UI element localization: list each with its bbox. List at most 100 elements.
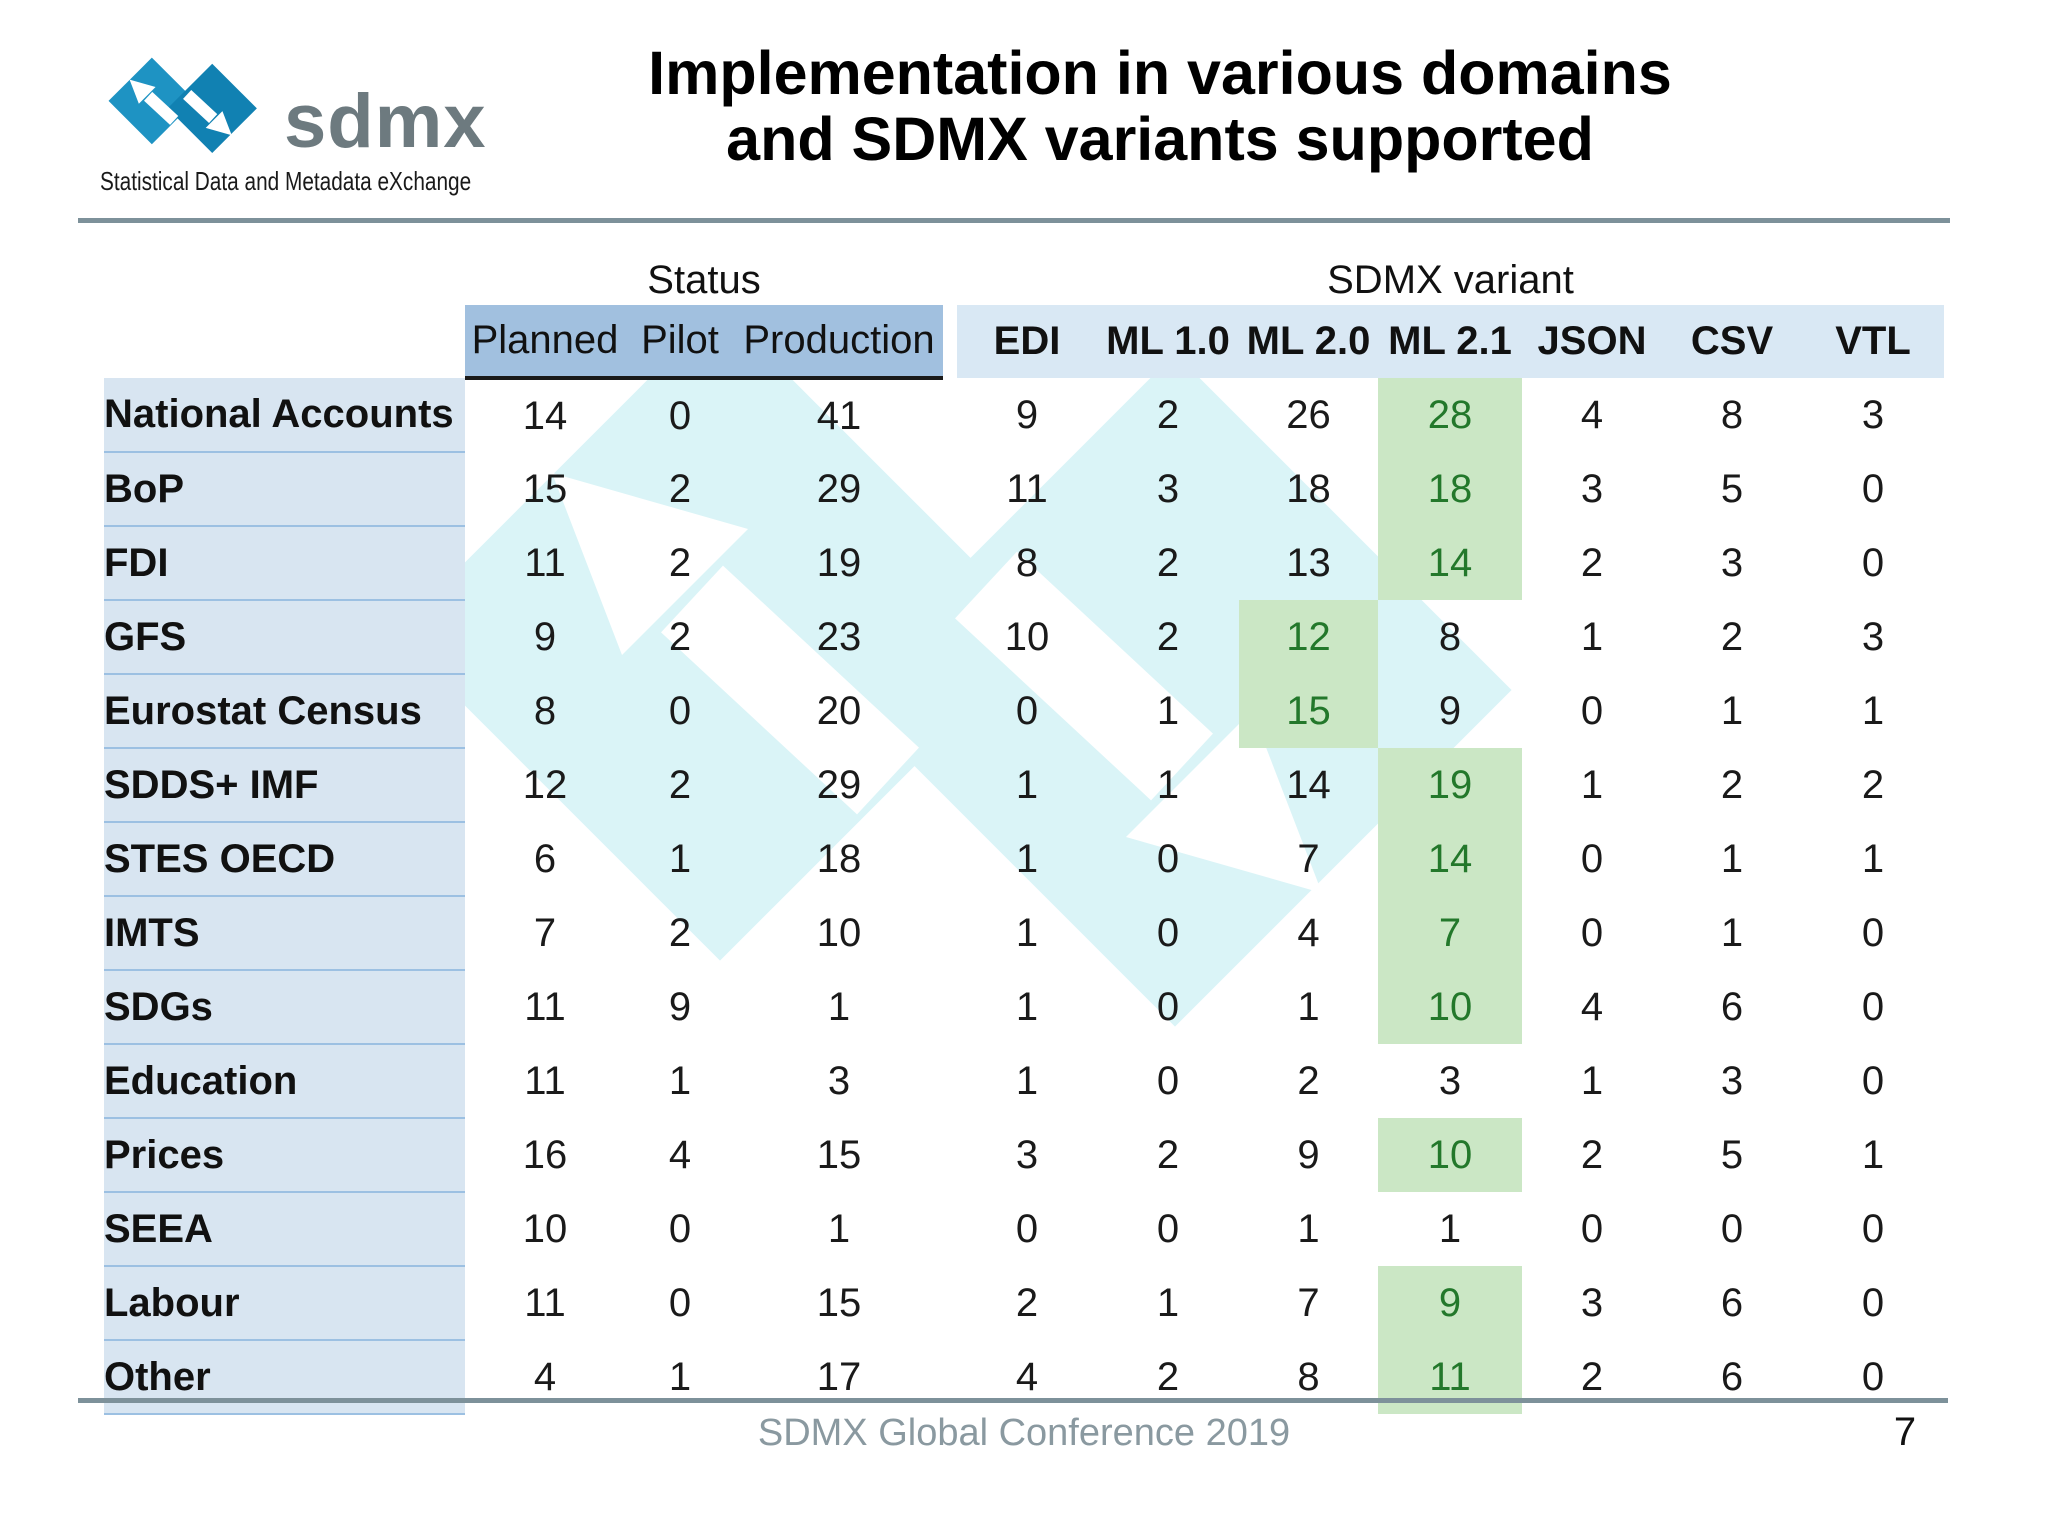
cell-pilot: 2: [668, 614, 692, 659]
cell-ml20: 8: [1297, 1354, 1320, 1399]
cell-ml10: 0: [1156, 1058, 1180, 1103]
cell-pilot: 9: [668, 984, 692, 1029]
cell-vtl: 0: [1861, 1354, 1885, 1399]
cell-pilot: 1: [668, 1354, 692, 1399]
cell-csv: 1: [1720, 688, 1744, 733]
cell-json: 0: [1580, 1206, 1604, 1251]
cell-ml10: 0: [1156, 984, 1180, 1029]
gap-cell: [943, 674, 957, 748]
cell-vtl: 1: [1861, 1132, 1885, 1177]
table-row: STES OECD 6 1 18 1 0 7 14 0 1 1: [104, 822, 1944, 897]
cell-ml20: 15: [1239, 674, 1378, 748]
cell-csv: 6: [1720, 1354, 1744, 1399]
table-row: SDDS+ IMF 12 2 29 1 1 14 19 1 2 2: [104, 748, 1944, 823]
row-label: BoP: [104, 452, 465, 527]
sdmx-logo: sdmx Statistical Data and Metadata eXcha…: [96, 40, 496, 210]
table-header-row: Planned Pilot Production EDI ML 1.0 ML 2…: [104, 305, 1944, 380]
cell-edi: 1: [1015, 910, 1039, 955]
cell-ml20: 2: [1297, 1058, 1320, 1103]
cell-csv: 6: [1720, 984, 1744, 1029]
row-label: GFS: [104, 600, 465, 675]
cell-json: 0: [1580, 688, 1604, 733]
cell-ml20: 12: [1239, 600, 1378, 674]
row-label: SDDS+ IMF: [104, 748, 465, 823]
cell-production: 23: [816, 614, 862, 659]
cell-ml10: 1: [1156, 1280, 1180, 1325]
table-row: SEEA 10 0 1 0 0 1 1 0 0 0: [104, 1192, 1944, 1267]
cell-ml10: 2: [1156, 540, 1180, 585]
cell-pilot: 1: [668, 1058, 692, 1103]
cell-pilot: 2: [668, 762, 692, 807]
cell-ml21: 18: [1378, 452, 1522, 526]
cell-ml10: 3: [1156, 466, 1180, 511]
gap-cell: [943, 970, 957, 1044]
cell-json: 2: [1580, 540, 1604, 585]
header-ml20: ML 2.0: [1239, 305, 1378, 378]
cell-vtl: 3: [1861, 614, 1885, 659]
cell-planned: 10: [522, 1206, 568, 1251]
cell-planned: 4: [533, 1354, 557, 1399]
cell-json: 2: [1580, 1132, 1604, 1177]
cell-production: 29: [816, 762, 862, 807]
cell-vtl: 3: [1861, 392, 1885, 437]
header-planned: Planned: [465, 305, 625, 380]
cell-pilot: 0: [668, 1206, 692, 1251]
cell-csv: 5: [1720, 1132, 1744, 1177]
cell-production: 3: [827, 1058, 851, 1103]
header-edi: EDI: [957, 305, 1097, 378]
cell-edi: 8: [1015, 540, 1039, 585]
cell-planned: 11: [524, 1280, 566, 1325]
cell-ml20: 14: [1286, 762, 1331, 807]
cell-production: 15: [816, 1132, 862, 1177]
cell-vtl: 0: [1861, 984, 1885, 1029]
cell-pilot: 2: [668, 466, 692, 511]
slide-title-line1: Implementation in various domains: [648, 39, 1672, 107]
cell-ml10: 2: [1156, 1354, 1180, 1399]
cell-vtl: 0: [1861, 540, 1885, 585]
cell-planned: 11: [524, 984, 566, 1029]
cell-csv: 2: [1720, 614, 1744, 659]
implementation-table: Planned Pilot Production EDI ML 1.0 ML 2…: [104, 305, 1944, 1415]
cell-planned: 15: [522, 466, 568, 511]
header-json: JSON: [1522, 305, 1662, 378]
gap-cell: [943, 452, 957, 526]
gap-cell: [943, 526, 957, 600]
cell-edi: 4: [1015, 1354, 1039, 1399]
cell-planned: 16: [522, 1132, 568, 1177]
cell-production: 1: [827, 984, 851, 1029]
cell-ml10: 0: [1156, 1206, 1180, 1251]
sdmx-logo-icon: [108, 57, 257, 154]
cell-ml20: 1: [1297, 984, 1320, 1029]
cell-planned: 8: [533, 688, 557, 733]
cell-json: 3: [1580, 1280, 1604, 1325]
row-label: Education: [104, 1044, 465, 1119]
gap-cell: [943, 822, 957, 896]
cell-ml10: 2: [1156, 392, 1180, 437]
cell-ml10: 0: [1156, 910, 1180, 955]
header-csv: CSV: [1662, 305, 1802, 378]
cell-production: 17: [816, 1354, 862, 1399]
table-row: IMTS 7 2 10 1 0 4 7 0 1 0: [104, 896, 1944, 971]
cell-edi: 1: [1015, 762, 1039, 807]
cell-planned: 11: [524, 540, 566, 585]
cell-ml20: 4: [1297, 910, 1320, 955]
status-group-label: Status: [647, 258, 761, 302]
logo-wordmark: sdmx: [284, 79, 487, 164]
cell-csv: 1: [1720, 836, 1744, 881]
table-row: BoP 15 2 29 11 3 18 18 3 5 0: [104, 452, 1944, 527]
cell-vtl: 2: [1861, 762, 1885, 807]
cell-ml20: 7: [1297, 836, 1320, 881]
cell-vtl: 1: [1861, 688, 1885, 733]
cell-production: 20: [816, 688, 862, 733]
gap-cell: [943, 1044, 957, 1118]
cell-ml10: 0: [1156, 836, 1180, 881]
table-row: Eurostat Census 8 0 20 0 1 15 9 0 1 1: [104, 674, 1944, 749]
cell-planned: 6: [533, 836, 557, 881]
cell-edi: 2: [1015, 1280, 1039, 1325]
cell-planned: 11: [524, 1058, 566, 1103]
cell-json: 1: [1580, 762, 1604, 807]
footer-divider-line: [78, 1398, 1948, 1403]
table-row: National Accounts 14 0 41 9 2 26 28 4 8 …: [104, 378, 1944, 453]
table-row: GFS 9 2 23 10 2 12 8 1 2 3: [104, 600, 1944, 675]
